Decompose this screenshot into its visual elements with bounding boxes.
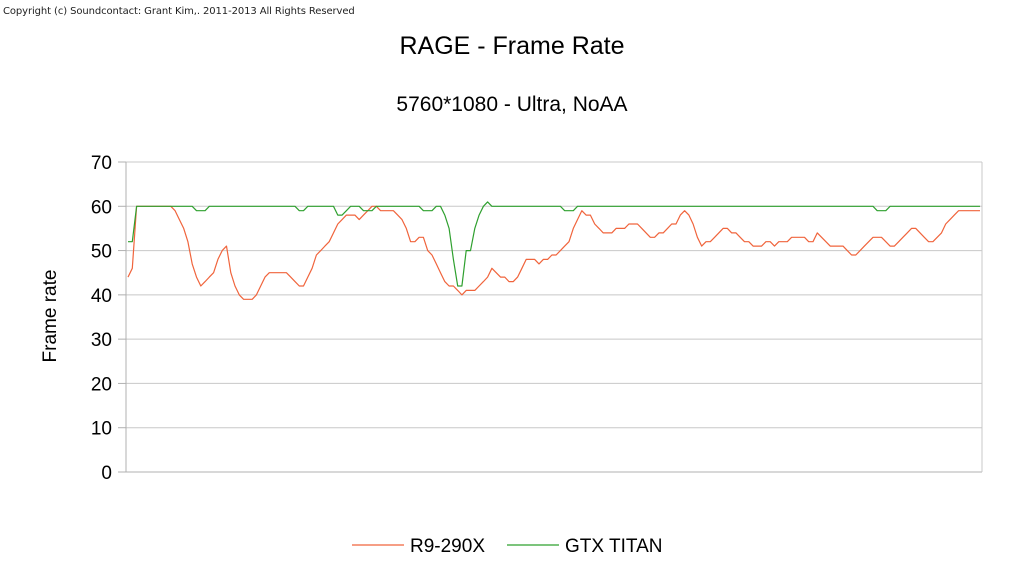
y-tick-label-0: 0 bbox=[101, 463, 112, 484]
series-lines bbox=[127, 201, 980, 300]
y-tick-label-30: 30 bbox=[91, 330, 112, 351]
y-tick-label-60: 60 bbox=[91, 197, 112, 218]
y-tick-label-40: 40 bbox=[91, 286, 112, 307]
chart-subtitle: 5760*1080 - Ultra, NoAA bbox=[396, 93, 627, 116]
legend-label-gtx-titan: GTX TITAN bbox=[565, 536, 662, 557]
copyright-notice: Copyright (c) Soundcontact: Grant Kim,. … bbox=[3, 6, 355, 17]
gridlines bbox=[126, 161, 982, 473]
y-tick-label-50: 50 bbox=[91, 242, 112, 263]
y-axis-label: Frame rate bbox=[40, 270, 61, 363]
axes bbox=[125, 162, 983, 473]
y-axis-ticks: 0 10 20 30 40 50 60 70 bbox=[91, 153, 126, 484]
legend-label-r9-290x: R9-290X bbox=[410, 536, 485, 557]
legend: R9-290X GTX TITAN bbox=[352, 536, 662, 557]
y-tick-label-70: 70 bbox=[91, 153, 112, 174]
chart-title: RAGE - Frame Rate bbox=[399, 32, 624, 60]
series-line-r9-290x bbox=[127, 205, 980, 300]
series-line-gtx-titan bbox=[128, 201, 980, 287]
y-tick-label-10: 10 bbox=[91, 419, 112, 440]
y-tick-label-20: 20 bbox=[91, 374, 112, 395]
